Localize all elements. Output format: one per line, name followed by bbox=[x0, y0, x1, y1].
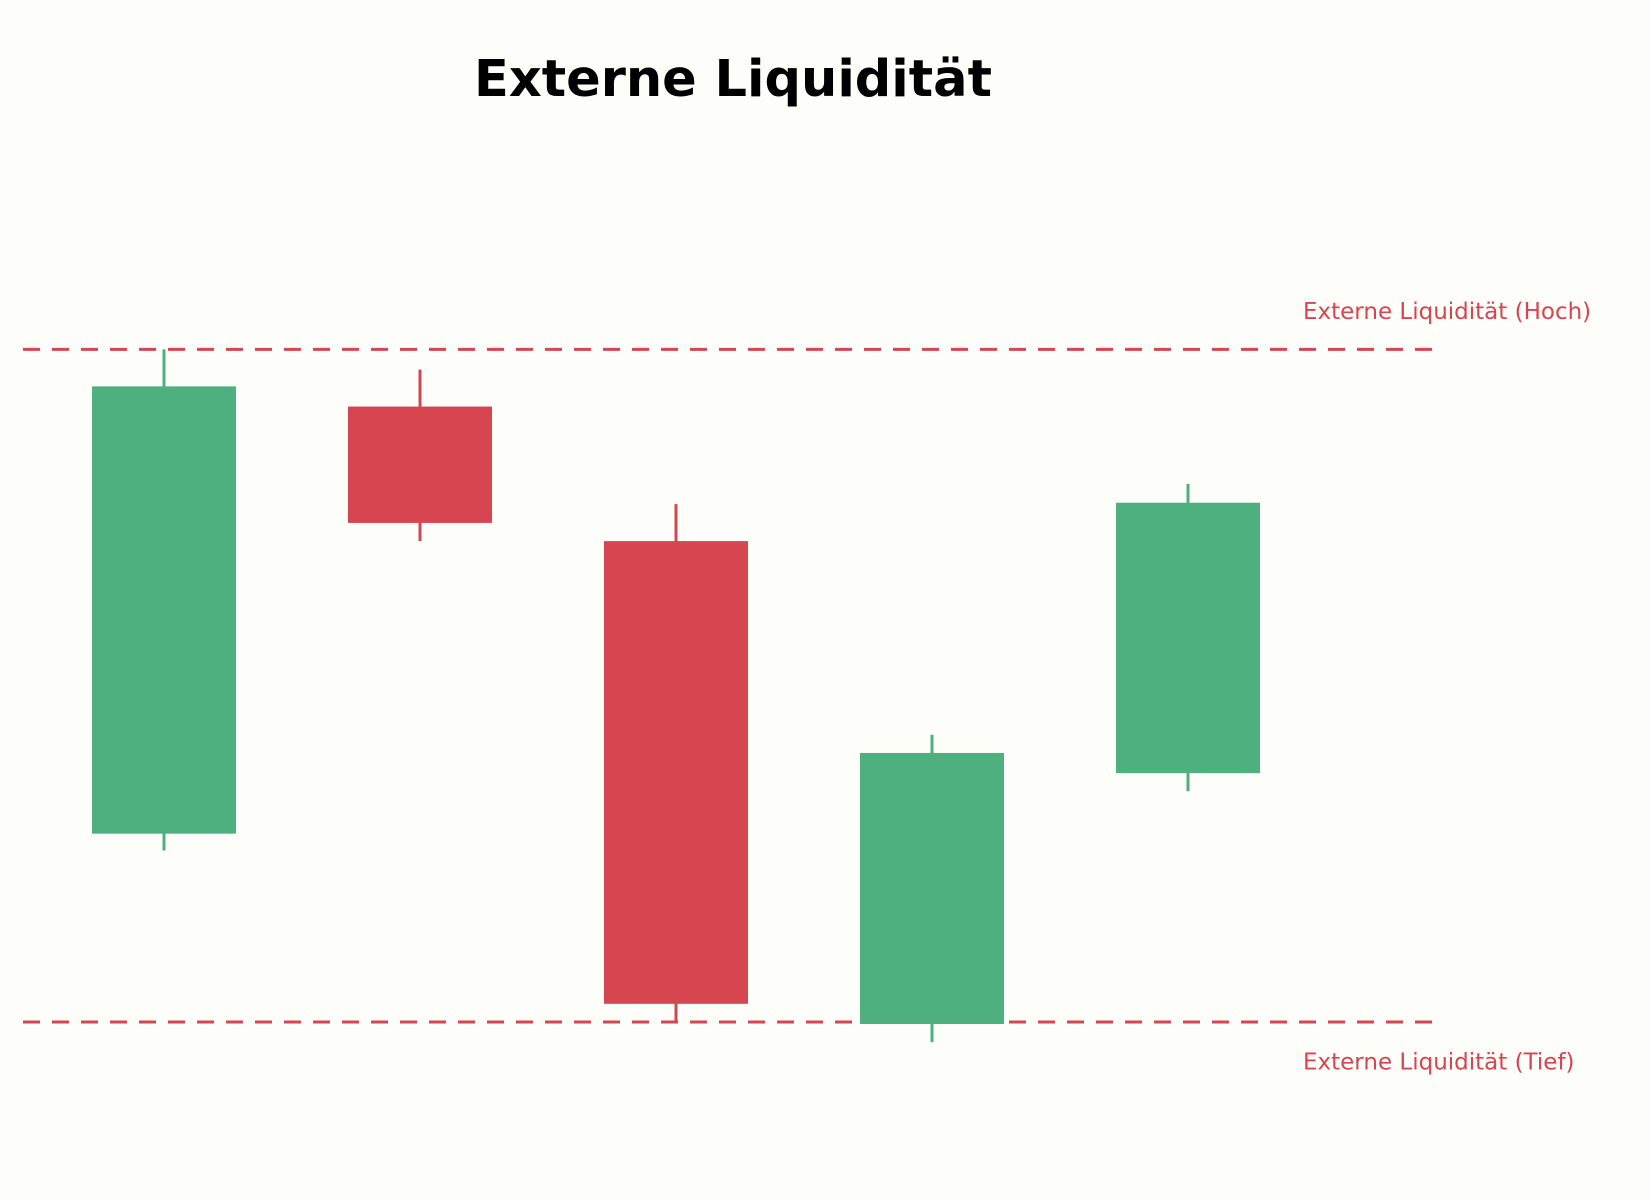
candle-body bbox=[348, 406, 492, 523]
candle-body bbox=[92, 386, 236, 834]
level-label: Externe Liquidität (Tief) bbox=[1303, 1049, 1575, 1075]
level-label: Externe Liquidität (Hoch) bbox=[1303, 299, 1591, 325]
chart-title: Externe Liquidität bbox=[474, 50, 992, 109]
candle-body bbox=[604, 541, 748, 1004]
candle-body bbox=[1116, 502, 1260, 774]
candle-body bbox=[860, 752, 1004, 1025]
